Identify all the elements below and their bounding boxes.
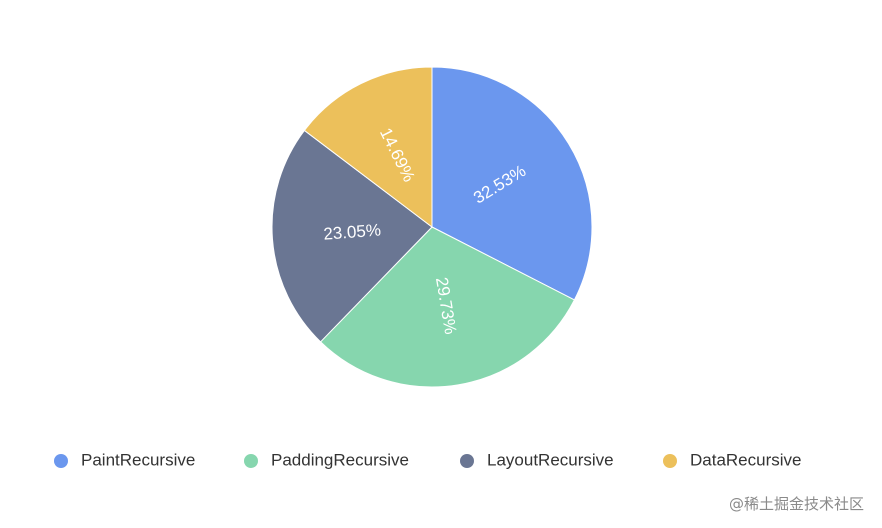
pie-slices — [271, 66, 593, 388]
legend-item-datarecursive[interactable]: DataRecursive — [663, 450, 802, 469]
legend-marker — [244, 454, 258, 468]
legend-marker — [460, 454, 474, 468]
legend-label: PaddingRecursive — [271, 450, 409, 469]
slice-label-layoutrecursive: 23.05% — [323, 220, 382, 243]
pie-slice-datarecursive — [303, 66, 433, 229]
pie-slice-layoutrecursive — [271, 129, 433, 343]
legend-label: LayoutRecursive — [487, 450, 614, 469]
legend-item-paddingrecursive[interactable]: PaddingRecursive — [244, 450, 409, 469]
legend-item-layoutrecursive[interactable]: LayoutRecursive — [460, 450, 614, 469]
legend-marker — [54, 454, 68, 468]
pie-slice-paintrecursive — [431, 66, 593, 301]
legend-label: PaintRecursive — [81, 450, 195, 469]
legend-item-paintrecursive[interactable]: PaintRecursive — [54, 450, 195, 469]
legend-label: DataRecursive — [690, 450, 802, 469]
legend-marker — [663, 454, 677, 468]
watermark: @稀土掘金技术社区 — [728, 495, 864, 513]
legend: PaintRecursive PaddingRecursive LayoutRecu… — [54, 450, 802, 469]
pie-slice-paddingrecursive — [319, 226, 576, 388]
